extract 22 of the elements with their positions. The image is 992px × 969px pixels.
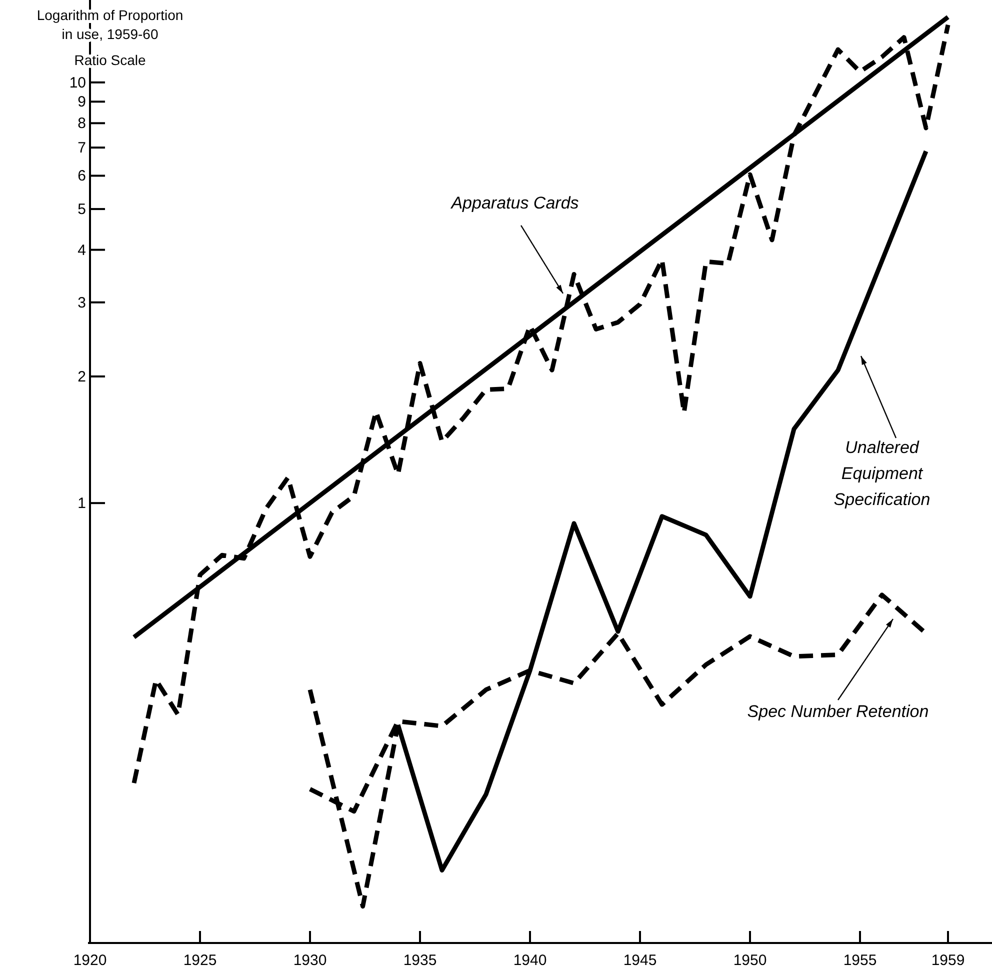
- y-tick-label: 1: [78, 495, 86, 512]
- x-tick-label: 1925: [183, 952, 217, 969]
- x-tick-label: 1930: [293, 952, 327, 969]
- x-tick-label: 1950: [733, 952, 767, 969]
- x-tick-label: 1945: [623, 952, 657, 969]
- x-tick-label: 1920: [73, 952, 107, 969]
- x-tick-label: 1955: [843, 952, 877, 969]
- x-tick-label: 1940: [513, 952, 547, 969]
- y-tick-label: 3: [78, 294, 86, 312]
- y-tick-label: 7: [78, 140, 86, 157]
- y-tick-label: 10: [69, 74, 86, 92]
- annotation: Unaltered Equipment Specification: [834, 438, 930, 509]
- x-tick-label: 1959: [931, 952, 965, 969]
- y-tick-label: 4: [78, 242, 86, 259]
- y-tick-label: 5: [78, 201, 86, 218]
- annotation: Apparatus Cards: [450, 193, 580, 212]
- x-tick-label: 1935: [403, 952, 437, 969]
- y-tick-label: 2: [78, 368, 86, 386]
- y-tick-label: 9: [78, 94, 86, 111]
- annotation: Spec Number Retention: [747, 702, 929, 721]
- y-tick-label: 6: [78, 168, 86, 185]
- y-tick-label: 8: [78, 115, 86, 132]
